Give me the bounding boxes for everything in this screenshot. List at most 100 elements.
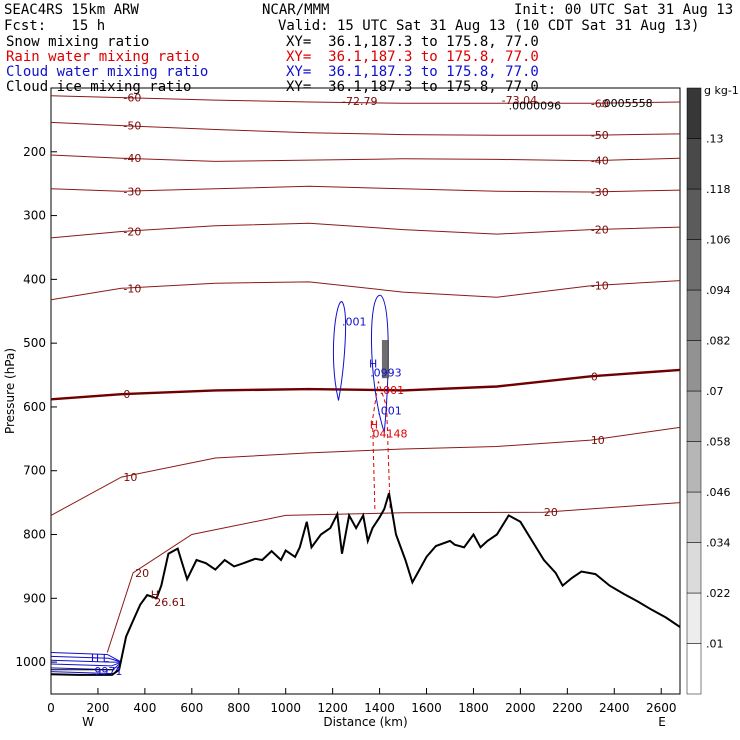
isotherm-label: -60 bbox=[123, 92, 141, 105]
x-tick-label: 1400 bbox=[364, 701, 395, 715]
isotherm-line bbox=[50, 426, 681, 516]
x-tick-label: 200 bbox=[86, 701, 109, 715]
colorbar-swatch bbox=[686, 441, 702, 493]
colorbar-level-label: .046 bbox=[706, 486, 731, 499]
colorbar-units: g kg-1 bbox=[704, 84, 739, 97]
isotherm-label: -40 bbox=[591, 155, 609, 168]
contour-annotation: H bbox=[369, 357, 377, 370]
isotherm-label: -30 bbox=[591, 186, 609, 199]
y-tick-label: 800 bbox=[23, 528, 46, 542]
y-tick-label: 400 bbox=[23, 272, 46, 286]
y-tick-label: 200 bbox=[23, 145, 46, 159]
colorbar-level-label: .058 bbox=[706, 436, 731, 449]
terrain-line bbox=[50, 492, 681, 676]
isotherm-label: -10 bbox=[123, 282, 141, 295]
x-tick-label: 1800 bbox=[458, 701, 489, 715]
isotherm-line bbox=[50, 154, 681, 162]
contour-annotation: .001 bbox=[380, 384, 405, 397]
x-tick-label: 800 bbox=[227, 701, 250, 715]
forecast-hour: Fcst: 15 h bbox=[4, 18, 106, 34]
contour-annotation: .0993 bbox=[370, 366, 402, 379]
cloud-water-contour bbox=[50, 652, 122, 663]
contour-annotation: -73.04 bbox=[502, 94, 537, 107]
model-title: SEAC4RS 15km ARW bbox=[4, 2, 139, 18]
colorbar-swatch bbox=[686, 491, 702, 543]
colorbar-swatch bbox=[686, 87, 702, 139]
isotherm-label: 0 bbox=[123, 388, 130, 401]
isotherm-label: 10 bbox=[591, 434, 605, 447]
x-tick-label: 2200 bbox=[552, 701, 583, 715]
colorbar-swatch bbox=[686, 340, 702, 392]
colorbar-level-label: .022 bbox=[706, 587, 731, 600]
isotherm-line bbox=[50, 95, 681, 104]
contour-annotation: .0005558 bbox=[600, 97, 653, 110]
isotherm-line bbox=[50, 280, 681, 301]
x-tick-label: 1600 bbox=[411, 701, 442, 715]
colorbar-level-label: .094 bbox=[706, 284, 731, 297]
isotherm-line bbox=[50, 368, 681, 401]
x-tick-label: 400 bbox=[133, 701, 156, 715]
legend-item-name: Rain water mixing ratio bbox=[6, 49, 200, 65]
colorbar-swatch bbox=[686, 138, 702, 190]
x-tick-label: 1000 bbox=[270, 701, 301, 715]
east-label: E bbox=[658, 715, 666, 729]
contour-annotation: 26.61 bbox=[154, 596, 186, 609]
west-label: W bbox=[82, 715, 94, 729]
isotherm-label: -40 bbox=[123, 152, 141, 165]
y-axis-label: Pressure (hPa) bbox=[3, 348, 17, 434]
isotherm-line bbox=[106, 502, 681, 653]
legend-item-name: Cloud ice mixing ratio bbox=[6, 79, 192, 95]
plot-frame bbox=[50, 87, 681, 695]
cloud-water-contour bbox=[50, 655, 122, 663]
cloud-water-contour bbox=[50, 661, 122, 667]
colorbar-level-label: .118 bbox=[706, 183, 731, 196]
isotherm-line bbox=[50, 121, 681, 136]
valid-time: Valid: 15 UTC Sat 31 Aug 13 (10 CDT Sat … bbox=[278, 18, 700, 34]
x-tick-label: 0 bbox=[47, 701, 55, 715]
legend-item-coords: XY= 36.1,187.3 to 175.8, 77.0 bbox=[286, 79, 539, 95]
x-axis-label: Distance (km) bbox=[323, 715, 407, 729]
x-tick-label: 1200 bbox=[317, 701, 348, 715]
isotherm-label: 0 bbox=[591, 370, 598, 383]
colorbar-level-label: .07 bbox=[706, 385, 724, 398]
contour-annotation: .001 bbox=[377, 405, 402, 418]
y-tick-label: 1000 bbox=[15, 655, 46, 669]
init-time: Init: 00 UTC Sat 31 Aug 13 bbox=[514, 2, 734, 18]
colorbar-level-label: .01 bbox=[706, 638, 724, 651]
contour-annotation: -72.79 bbox=[342, 95, 377, 108]
contour-annotation: H L bbox=[91, 652, 110, 665]
isotherm-line bbox=[50, 222, 681, 239]
isotherm-line bbox=[50, 185, 681, 193]
colorbar-level-label: .082 bbox=[706, 335, 731, 348]
legend-item-coords: XY= 36.1,187.3 to 175.8, 77.0 bbox=[286, 64, 539, 80]
x-tick-label: 600 bbox=[180, 701, 203, 715]
contour-annotation: .9971 bbox=[91, 665, 123, 678]
x-tick-label: 2400 bbox=[599, 701, 630, 715]
isotherm-label: -10 bbox=[591, 280, 609, 293]
y-tick-label: 900 bbox=[23, 591, 46, 605]
isotherm-label: 20 bbox=[135, 567, 149, 580]
x-tick-label: 2000 bbox=[505, 701, 536, 715]
isotherm-label: -50 bbox=[591, 129, 609, 142]
cloud-water-contour bbox=[370, 294, 389, 433]
colorbar-level-label: .106 bbox=[706, 234, 731, 247]
legend-item-name: Cloud water mixing ratio bbox=[6, 64, 209, 80]
colorbar-swatch bbox=[686, 188, 702, 240]
legend-item-name: Snow mixing ratio bbox=[6, 34, 150, 50]
org-label: NCAR/MMM bbox=[262, 2, 330, 18]
colorbar-swatch bbox=[686, 592, 702, 644]
colorbar-swatch bbox=[686, 643, 702, 695]
cloud-water-contour bbox=[332, 301, 347, 401]
isotherm-label: -20 bbox=[123, 226, 141, 239]
isotherm-label: -30 bbox=[123, 185, 141, 198]
isotherm-label: 10 bbox=[123, 471, 137, 484]
colorbar-level-label: .13 bbox=[706, 133, 724, 146]
legend-item-coords: XY= 36.1,187.3 to 175.8, 77.0 bbox=[286, 34, 539, 50]
contour-annotation: H bbox=[370, 419, 378, 432]
contour-annotation: .0000096 bbox=[509, 100, 562, 113]
y-tick-label: 500 bbox=[23, 336, 46, 350]
isotherm-label: 20 bbox=[544, 506, 558, 519]
y-tick-label: 300 bbox=[23, 209, 46, 223]
colorbar-swatch bbox=[686, 390, 702, 442]
